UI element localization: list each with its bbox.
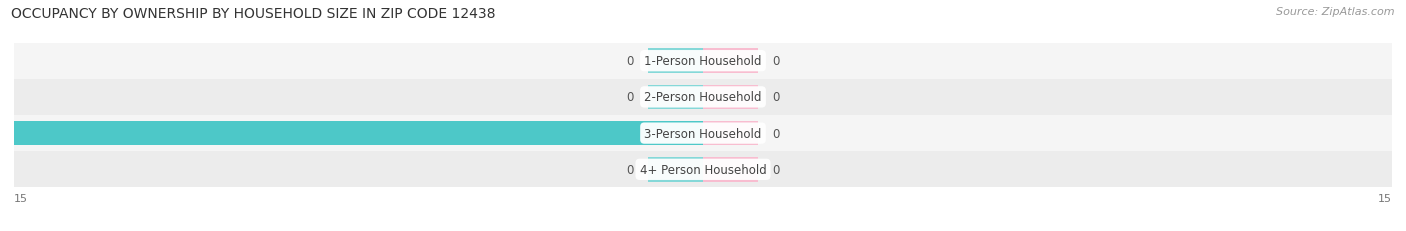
Text: 0: 0 [772, 163, 779, 176]
Text: 0: 0 [627, 91, 634, 104]
Text: 15: 15 [1378, 193, 1392, 203]
Text: 1-Person Household: 1-Person Household [644, 55, 762, 68]
Text: 3-Person Household: 3-Person Household [644, 127, 762, 140]
Text: OCCUPANCY BY OWNERSHIP BY HOUSEHOLD SIZE IN ZIP CODE 12438: OCCUPANCY BY OWNERSHIP BY HOUSEHOLD SIZE… [11, 7, 496, 21]
Text: Source: ZipAtlas.com: Source: ZipAtlas.com [1277, 7, 1395, 17]
Text: 0: 0 [772, 91, 779, 104]
Bar [648, 49, 703, 74]
Bar [703, 85, 758, 110]
Text: 4+ Person Household: 4+ Person Household [640, 163, 766, 176]
Text: 2-Person Household: 2-Person Household [644, 91, 762, 104]
Bar [648, 85, 703, 110]
Bar [14, 79, 1392, 116]
Bar [14, 116, 1392, 152]
Text: 0: 0 [772, 127, 779, 140]
Bar [703, 121, 758, 146]
Text: 0: 0 [627, 163, 634, 176]
Text: 0: 0 [772, 55, 779, 68]
Bar [14, 43, 1392, 79]
Text: 0: 0 [627, 55, 634, 68]
Text: 15: 15 [14, 193, 28, 203]
Bar [14, 152, 1392, 188]
Bar [14, 121, 703, 146]
Bar [703, 157, 758, 182]
Bar [703, 49, 758, 74]
Bar [648, 157, 703, 182]
